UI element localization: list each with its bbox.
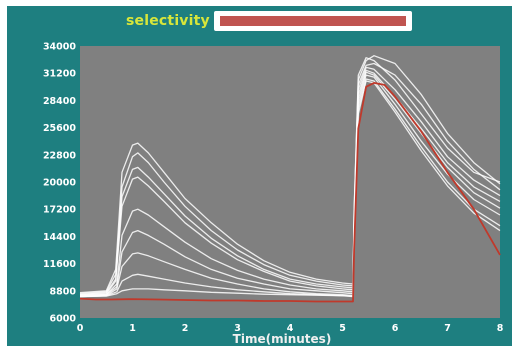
y-tick-label: 14400 [43,232,76,243]
y-tick-label: 34000 [43,42,76,53]
y-tick-labels: 6000 8800 11600 14400 17200 20000 22800 25600 28… [43,42,76,325]
y-tick-label: 6000 [50,314,77,325]
y-tick-label: 25600 [43,123,76,134]
series-line-7 [79,74,501,298]
series-line-9 [79,80,501,298]
title-redaction-bar [219,16,406,26]
series-line-3 [79,62,501,296]
chart-title: selectivity [126,13,210,29]
x-tick-labels: 0 1 2 3 4 5 6 7 8 [77,323,504,334]
y-tick-label: 20000 [43,178,76,189]
x-tick-label: 6 [392,323,399,334]
title-row: selectivity [126,8,412,34]
title-redacted-box [213,11,412,31]
x-tick-label: 7 [444,323,451,334]
y-tick-label: 31200 [43,69,76,80]
x-tick-label: 3 [234,323,241,334]
x-tick-label: 0 [77,323,84,334]
series-line-6 [79,71,501,297]
series-line-2 [79,55,501,295]
y-tick-label: 8800 [50,286,77,297]
series-line-1 [79,57,501,294]
x-tick-label: 2 [182,323,189,334]
x-tick-label: 1 [129,323,136,334]
y-tick-label: 22800 [43,150,76,161]
x-tick-label: 4 [287,323,294,334]
series-line-4 [79,66,501,296]
y-tick-label: 11600 [43,259,76,270]
series-layer [79,55,501,303]
x-tick-label: 8 [497,323,504,334]
series-line-10 [79,82,501,303]
x-axis-label: Time(minutes) [233,332,332,346]
y-tick-label: 28400 [43,96,76,107]
series-line-8 [79,78,501,298]
y-tick-label: 17200 [43,205,76,216]
x-tick-label: 5 [339,323,346,334]
